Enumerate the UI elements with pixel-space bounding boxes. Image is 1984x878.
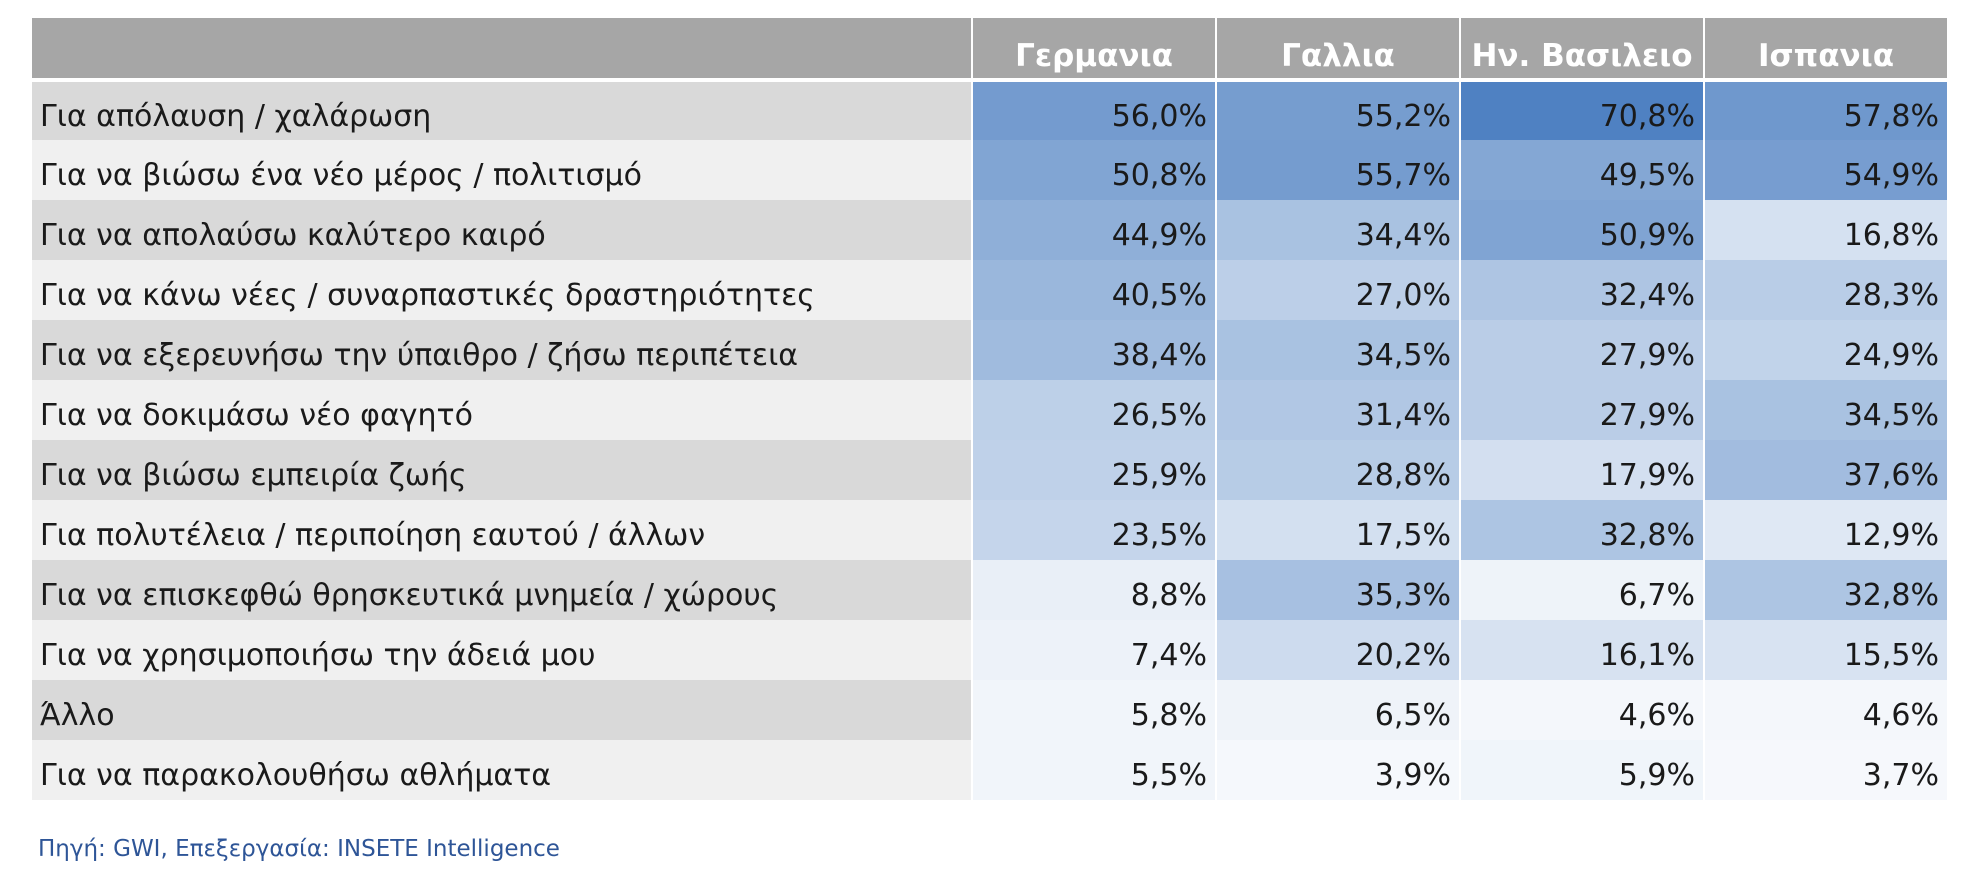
row-label: Για να βιώσω ένα νέο μέρος / πολιτισμό xyxy=(32,140,973,200)
table-row: Για να χρησιμοποιήσω την άδειά μου 7,4% 20… xyxy=(32,620,1949,680)
value-cell: 40,5% xyxy=(972,260,1217,320)
value-cell: 3,7% xyxy=(1704,740,1949,800)
row-label: Για να επισκεφθώ θρησκευτικά μνημεία / χ… xyxy=(32,560,973,620)
table-row: Για να απολαύσω καλύτερο καιρό 44,9% 34,4%… xyxy=(32,200,1949,260)
value-cell: 25,9% xyxy=(972,440,1217,500)
value-cell: 37,6% xyxy=(1704,440,1949,500)
row-label: Για να απολαύσω καλύτερο καιρό xyxy=(32,200,973,260)
row-label: Για να κάνω νέες / συναρπαστικές δραστηρ… xyxy=(32,260,973,320)
table-row: Για να παρακολουθήσω αθλήματα 5,5% 3,9% 5,9… xyxy=(32,740,1949,800)
value-cell: 70,8% xyxy=(1460,80,1705,140)
value-cell: 56,0% xyxy=(972,80,1217,140)
value-cell: 27,9% xyxy=(1460,320,1705,380)
table-row: Άλλο 5,8% 6,5% 4,6% 4,6% xyxy=(32,680,1949,740)
value-cell: 15,5% xyxy=(1704,620,1949,680)
row-label: Άλλο xyxy=(32,680,973,740)
value-cell: 50,9% xyxy=(1460,200,1705,260)
header-row: Γερμανια Γαλλια Ην. Βασιλειο Ισπανια xyxy=(32,18,1949,82)
header-blank-cell xyxy=(32,18,973,82)
value-cell: 32,8% xyxy=(1460,500,1705,560)
value-cell: 38,4% xyxy=(972,320,1217,380)
row-label: Για να παρακολουθήσω αθλήματα xyxy=(32,740,973,800)
source-note: Πηγή: GWI, Επεξεργασία: INSETE Intellige… xyxy=(38,836,560,862)
value-cell: 27,9% xyxy=(1460,380,1705,440)
value-cell: 31,4% xyxy=(1216,380,1461,440)
table-body: Για απόλαυση / χαλάρωση 56,0% 55,2% 70,8% 57… xyxy=(32,80,1949,800)
value-cell: 32,4% xyxy=(1460,260,1705,320)
value-cell: 44,9% xyxy=(972,200,1217,260)
table-row: Για να βιώσω εμπειρία ζωής 25,9% 28,8% 17,9… xyxy=(32,440,1949,500)
value-cell: 17,5% xyxy=(1216,500,1461,560)
value-cell: 35,3% xyxy=(1216,560,1461,620)
data-table-container: Γερμανια Γαλλια Ην. Βασιλειο Ισπανια Για… xyxy=(32,18,1949,800)
row-label: Για να χρησιμοποιήσω την άδειά μου xyxy=(32,620,973,680)
value-cell: 26,5% xyxy=(972,380,1217,440)
row-label: Για να βιώσω εμπειρία ζωής xyxy=(32,440,973,500)
column-header-uk: Ην. Βασιλειο xyxy=(1460,18,1705,82)
value-cell: 49,5% xyxy=(1460,140,1705,200)
value-cell: 12,9% xyxy=(1704,500,1949,560)
value-cell: 34,5% xyxy=(1216,320,1461,380)
value-cell: 16,1% xyxy=(1460,620,1705,680)
value-cell: 5,5% xyxy=(972,740,1217,800)
table-row: Για να επισκεφθώ θρησκευτικά μνημεία / χ… xyxy=(32,560,1949,620)
value-cell: 16,8% xyxy=(1704,200,1949,260)
row-label: Για να δοκιμάσω νέο φαγητό xyxy=(32,380,973,440)
value-cell: 50,8% xyxy=(972,140,1217,200)
table-row: Για πολυτέλεια / περιποίηση εαυτού / άλλ… xyxy=(32,500,1949,560)
column-header-spain: Ισπανια xyxy=(1704,18,1949,82)
table-row: Για να εξερευνήσω την ύπαιθρο / ζήσω περ… xyxy=(32,320,1949,380)
row-label: Για να εξερευνήσω την ύπαιθρο / ζήσω περ… xyxy=(32,320,973,380)
value-cell: 55,7% xyxy=(1216,140,1461,200)
value-cell: 54,9% xyxy=(1704,140,1949,200)
table-row: Για να βιώσω ένα νέο μέρος / πολιτισμό 50… xyxy=(32,140,1949,200)
value-cell: 34,4% xyxy=(1216,200,1461,260)
value-cell: 28,8% xyxy=(1216,440,1461,500)
table-row: Για απόλαυση / χαλάρωση 56,0% 55,2% 70,8% 57… xyxy=(32,80,1949,140)
value-cell: 27,0% xyxy=(1216,260,1461,320)
value-cell: 28,3% xyxy=(1704,260,1949,320)
value-cell: 32,8% xyxy=(1704,560,1949,620)
column-header-germany: Γερμανια xyxy=(972,18,1217,82)
table-row: Για να δοκιμάσω νέο φαγητό 26,5% 31,4% 27,9… xyxy=(32,380,1949,440)
value-cell: 6,7% xyxy=(1460,560,1705,620)
row-label: Για πολυτέλεια / περιποίηση εαυτού / άλλ… xyxy=(32,500,973,560)
value-cell: 17,9% xyxy=(1460,440,1705,500)
value-cell: 20,2% xyxy=(1216,620,1461,680)
value-cell: 6,5% xyxy=(1216,680,1461,740)
value-cell: 7,4% xyxy=(972,620,1217,680)
value-cell: 57,8% xyxy=(1704,80,1949,140)
value-cell: 4,6% xyxy=(1704,680,1949,740)
value-cell: 8,8% xyxy=(972,560,1217,620)
row-label: Για απόλαυση / χαλάρωση xyxy=(32,80,973,140)
value-cell: 4,6% xyxy=(1460,680,1705,740)
value-cell: 34,5% xyxy=(1704,380,1949,440)
value-cell: 3,9% xyxy=(1216,740,1461,800)
value-cell: 23,5% xyxy=(972,500,1217,560)
value-cell: 5,9% xyxy=(1460,740,1705,800)
value-cell: 24,9% xyxy=(1704,320,1949,380)
value-cell: 5,8% xyxy=(972,680,1217,740)
table-row: Για να κάνω νέες / συναρπαστικές δραστηρ… xyxy=(32,260,1949,320)
column-header-france: Γαλλια xyxy=(1216,18,1461,82)
value-cell: 55,2% xyxy=(1216,80,1461,140)
heatmap-table: Γερμανια Γαλλια Ην. Βασιλειο Ισπανια Για… xyxy=(32,18,1949,800)
